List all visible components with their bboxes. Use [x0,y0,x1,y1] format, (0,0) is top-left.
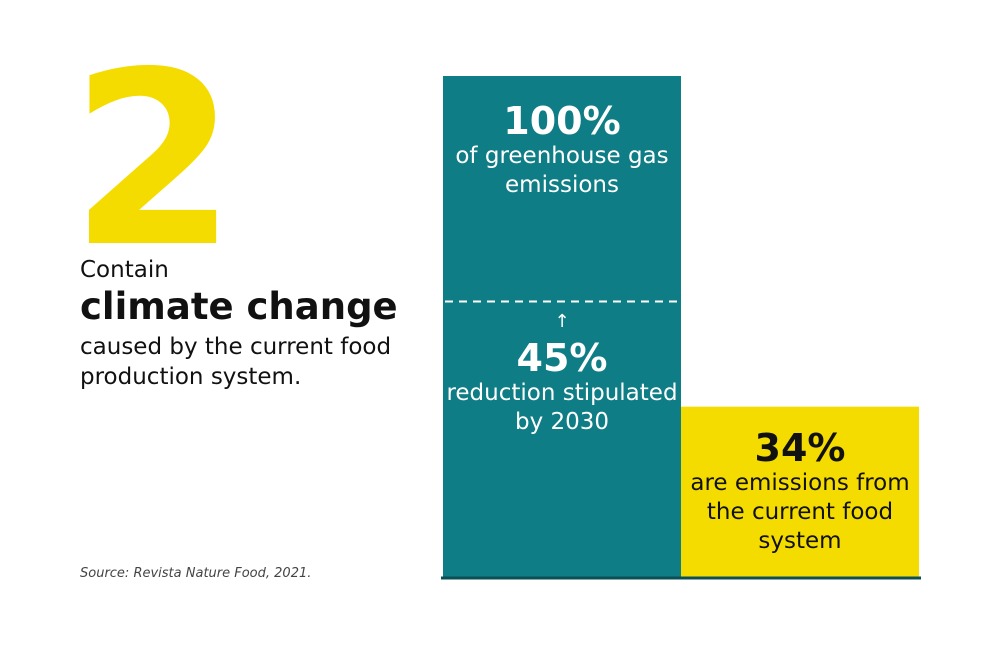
description-total: of greenhouse gas emissions [455,143,669,198]
label-total-emissions: 100% of greenhouse gas emissions [443,100,681,200]
lead-post: caused by the current food production sy… [80,334,392,390]
lead-pre: Contain [80,257,169,283]
value-label-total: 100% [503,99,621,143]
label-reduction-target: 45% reduction stipulated by 2030 [443,337,681,437]
value-label-reduction: 45% [516,336,608,381]
lead-emphasis: climate change [80,285,398,328]
bar-total-emissions [443,76,681,577]
arrow-up-icon: ↑ [554,311,570,333]
description-food: are emissions from the current food syst… [690,469,910,554]
value-label-food: 34% [754,425,846,470]
source-note: Source: Revista Nature Food, 2021. [80,566,312,581]
headline-text: Contain climate change caused by the cur… [80,256,410,392]
description-reduction: reduction stipulated by 2030 [446,380,678,436]
label-food-system: 34% are emissions from the current food … [681,427,919,556]
bar-food-system [681,406,919,577]
big-number: 2 [70,20,237,300]
